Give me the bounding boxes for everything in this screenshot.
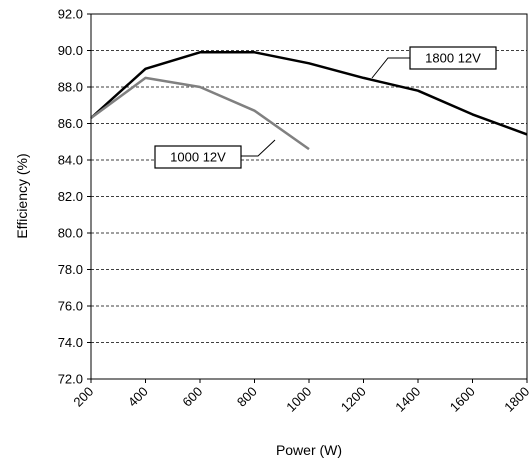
y-tick-label: 78.0 <box>58 262 83 277</box>
x-tick-label: 1800 <box>501 384 529 415</box>
x-tick-label: 600 <box>179 384 205 410</box>
y-tick-label: 74.0 <box>58 335 83 350</box>
y-tick-label: 72.0 <box>58 372 83 387</box>
x-axis-title: Power (W) <box>276 442 342 458</box>
y-tick-label: 88.0 <box>58 80 83 95</box>
x-tick-label: 1200 <box>338 384 369 415</box>
x-tick-label: 1400 <box>392 384 423 415</box>
y-tick-label: 84.0 <box>58 153 83 168</box>
x-tick-label: 1000 <box>283 384 314 415</box>
series-label: 1800 12V <box>425 51 481 66</box>
grid-lines <box>91 51 527 343</box>
y-tick-label: 76.0 <box>58 299 83 314</box>
y-tick-label: 82.0 <box>58 189 83 204</box>
y-tick-labels: 72.0 74.0 76.0 78.0 80.0 82.0 84.0 86.0 88.0 90.0… <box>58 7 83 387</box>
x-tick-label: 800 <box>234 384 260 410</box>
y-axis-title: Efficiency (%) <box>14 153 30 238</box>
callout-leader <box>241 140 275 156</box>
y-tick-label: 92.0 <box>58 7 83 22</box>
x-tick-label: 200 <box>70 384 96 410</box>
series-label: 1000 12V <box>170 150 226 165</box>
y-tick-label: 80.0 <box>58 226 83 241</box>
y-tick-label: 90.0 <box>58 43 83 58</box>
x-tick-label: 1600 <box>447 384 478 415</box>
callouts: 1800 12V 1000 12V <box>155 47 496 168</box>
y-tick-label: 86.0 <box>58 116 83 131</box>
callout-leader <box>372 58 410 78</box>
x-tick-labels: 200 400 600 800 1000 1200 1400 1600 1800 <box>70 384 529 415</box>
x-tick-label: 400 <box>125 384 151 410</box>
